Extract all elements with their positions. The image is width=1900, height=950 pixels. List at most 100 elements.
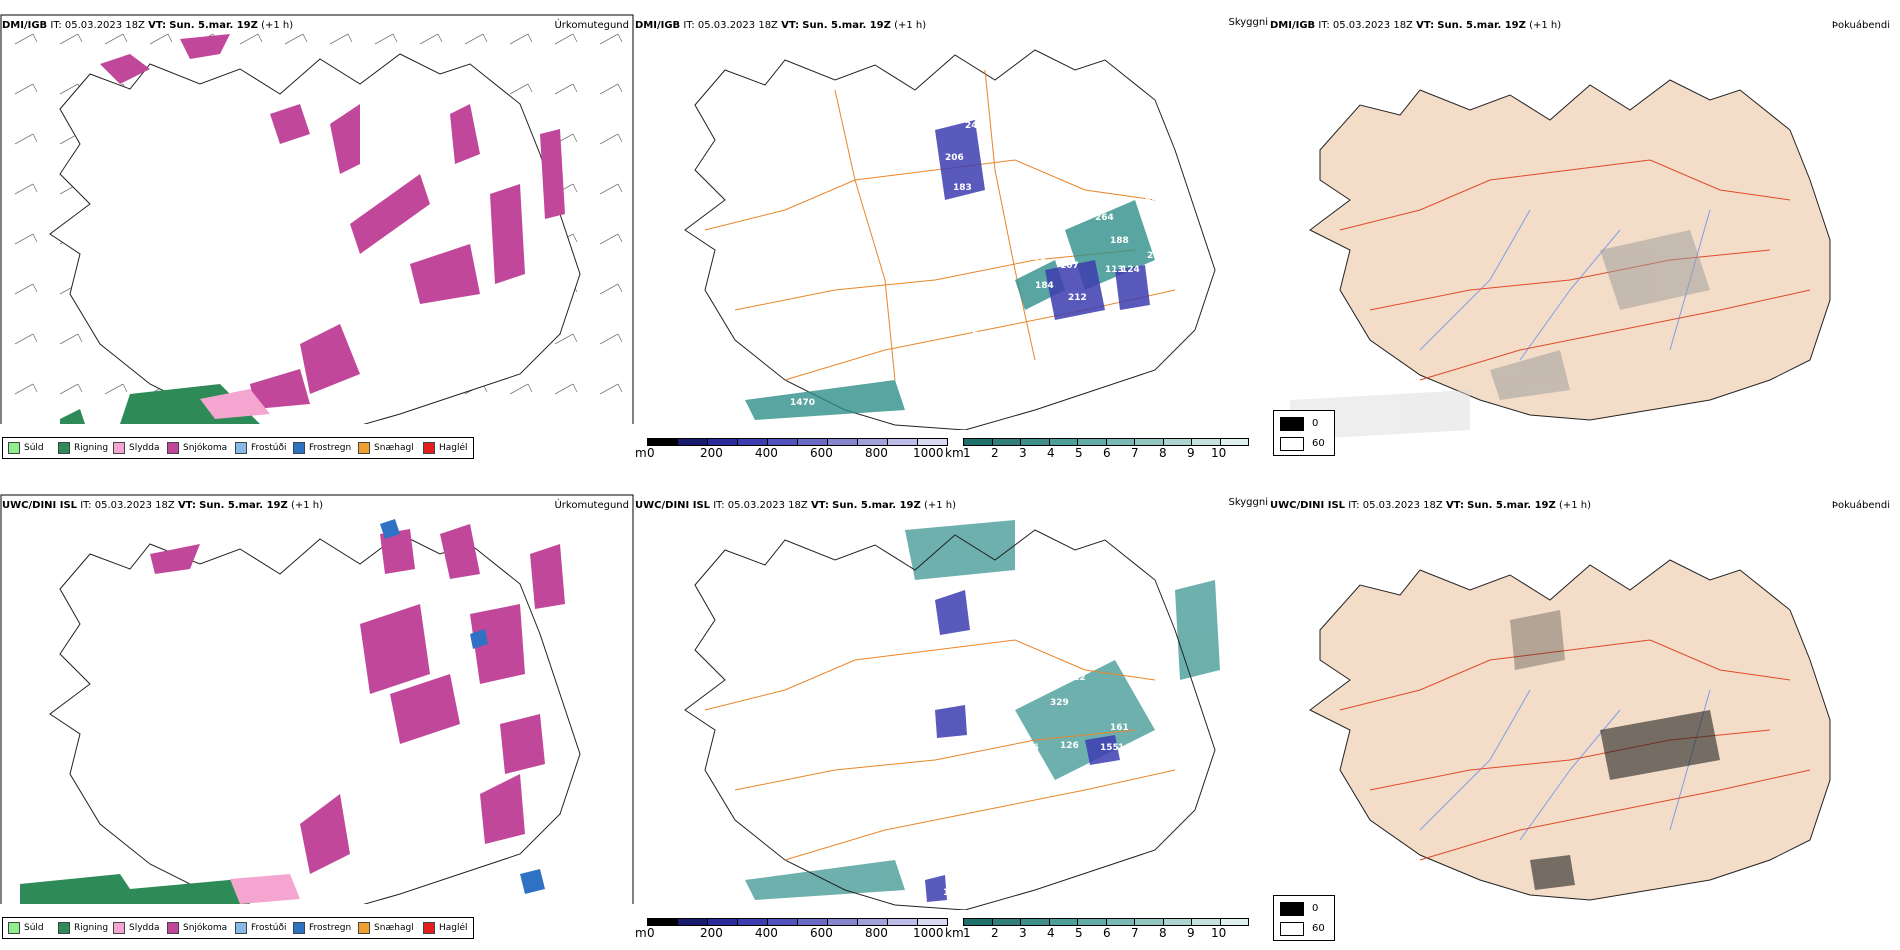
panel-visibility-dmi: DMI/IGB IT: 05.03.2023 18Z VT: Sun. 5.ma… (635, 0, 1270, 470)
vis-label: 212 (1068, 293, 1087, 303)
vis-label: 107 (1060, 261, 1079, 271)
vis-m-tick: 800 (865, 446, 888, 460)
vis-km-tick: 3 (1019, 446, 1027, 460)
legend-item-rigning: Rigning (58, 922, 108, 934)
vis-km-tick: 3 (1019, 926, 1027, 940)
fog-swatch-0 (1280, 417, 1304, 431)
vis-m-unit: m (635, 446, 647, 460)
vis-m-tick: 0 (647, 446, 655, 460)
colorbar-segment (767, 438, 798, 446)
panel-fog-uwc: UWC/DINI ISL IT: 05.03.2023 18Z VT: Sun.… (1270, 480, 1900, 950)
colorbar-segment (1020, 918, 1050, 926)
vis-label: 337 (1097, 183, 1116, 193)
vis-label: 188 (1110, 236, 1129, 246)
precip-legend: Súld Rigning Slydda Snjókoma Frostúði Fr… (2, 437, 474, 459)
vis-km-tick: 8 (1159, 926, 1167, 940)
vis-km-tick: 5 (1075, 926, 1083, 940)
colorbar-segment (963, 918, 993, 926)
vis-m-unit: m (635, 926, 647, 940)
roads (704, 69, 1176, 381)
vis-label: 186 (1027, 253, 1046, 263)
colorbar-segment (677, 438, 708, 446)
teal-areas (745, 520, 1220, 900)
vis-km-tick: 10 (1211, 446, 1227, 460)
vis-km-tick: 1 (963, 446, 971, 460)
vis-km-tick: 4 (1047, 926, 1055, 940)
vis-label: 1 (865, 278, 871, 288)
vis-km-tick: 10 (1211, 926, 1227, 940)
vis-label: 124 (1121, 265, 1140, 275)
vis-label: 89 (1145, 193, 1158, 203)
legend-item-slydda: Slydda (113, 442, 159, 454)
colorbar-segment (857, 918, 888, 926)
vis-km-tick: 2 (991, 446, 999, 460)
fog-label-0: 0 (1312, 418, 1319, 429)
colorbar-segment (1048, 918, 1078, 926)
colorbar-segment (1219, 918, 1249, 926)
vis-m-tick: 200 (700, 926, 723, 940)
fog-map (1290, 79, 1831, 440)
legend-item-snjokoma: Snjókoma (167, 922, 227, 934)
panel-header: UWC/DINI ISL IT: 05.03.2023 18Z VT: Sun.… (1270, 500, 1591, 511)
land (1309, 79, 1831, 421)
vis-labels: 97 357 298 112 329 161 176 126 155 148 3… (943, 591, 1144, 898)
panel-title: Skyggni (1228, 497, 1268, 508)
colorbar-segment (1162, 438, 1192, 446)
vis-label: 27 (1147, 251, 1160, 261)
colorbar-segment (963, 438, 993, 446)
panel-header: UWC/DINI ISL IT: 05.03.2023 18Z VT: Sun.… (635, 500, 956, 511)
vis-km-tick: 8 (1159, 446, 1167, 460)
vis-label: 97 (1030, 591, 1043, 601)
colorbar-segment (991, 918, 1021, 926)
vis-label: 183 (953, 183, 972, 193)
panel-fog-dmi: DMI/IGB IT: 05.03.2023 18Z VT: Sun. 5.ma… (1270, 0, 1900, 470)
vis-label: 277 (1095, 131, 1114, 141)
vis-label: 549 (950, 358, 969, 368)
roads (1339, 159, 1811, 381)
visibility-map: 97 357 298 112 329 161 176 126 155 148 3… (684, 520, 1220, 910)
legend-item-frostudi: Frostúði (235, 922, 286, 934)
low-vis-areas (925, 590, 1120, 902)
vis-m-tick: 800 (865, 926, 888, 940)
vis-label: 155 (943, 888, 962, 898)
panel-title: Skyggni (1228, 17, 1268, 28)
vis-m-tick: 400 (755, 446, 778, 460)
colorbar-segment (1191, 438, 1221, 446)
low-vis-areas (935, 120, 1150, 320)
colorbar-segment (887, 918, 918, 926)
fog-swatch-60 (1280, 922, 1304, 936)
colorbar-segment (1162, 918, 1192, 926)
colorbar-segment (707, 438, 738, 446)
colorbar-segment (991, 438, 1021, 446)
vis-label: 357 (1090, 613, 1109, 623)
fog-map (1309, 559, 1831, 901)
snow-areas (150, 524, 565, 874)
roads (704, 639, 1176, 861)
colorbar-segment (1134, 438, 1164, 446)
precip-map (0, 494, 634, 904)
vis-label: 198 (1050, 131, 1069, 141)
legend-item-sudl: Súld (8, 922, 44, 934)
vis-label: 379 (1013, 781, 1032, 791)
legend-item-snaehagl: Snæhagl (358, 922, 414, 934)
vis-label: 244 (965, 121, 984, 131)
colorbar-segment (647, 438, 678, 446)
vis-label: 325 (1115, 181, 1134, 191)
vis-m-colorbar: m 0 200 400 600 800 1000 (635, 918, 948, 942)
vis-label: 258 (955, 111, 974, 121)
vis-label: 147 (757, 85, 776, 95)
vis-km-colorbar: km 1 2 3 4 5 6 7 8 9 10 (945, 918, 1265, 942)
panel-title: Þokuábendi (1831, 20, 1890, 31)
colorbar-segment (857, 438, 888, 446)
sleet-areas (230, 874, 300, 904)
panel-title: Úrkomutegund (554, 20, 629, 31)
vis-label: 56 (970, 823, 983, 833)
colorbar-segment (797, 438, 828, 446)
vis-label: 329 (1050, 698, 1069, 708)
vis-label: 321 (780, 85, 799, 95)
vis-km-tick: 9 (1187, 446, 1195, 460)
vis-label: 206 (945, 153, 964, 163)
vis-label: 155 (1100, 743, 1119, 753)
colorbar-segment (767, 918, 798, 926)
vis-label: 264 (1095, 213, 1114, 223)
